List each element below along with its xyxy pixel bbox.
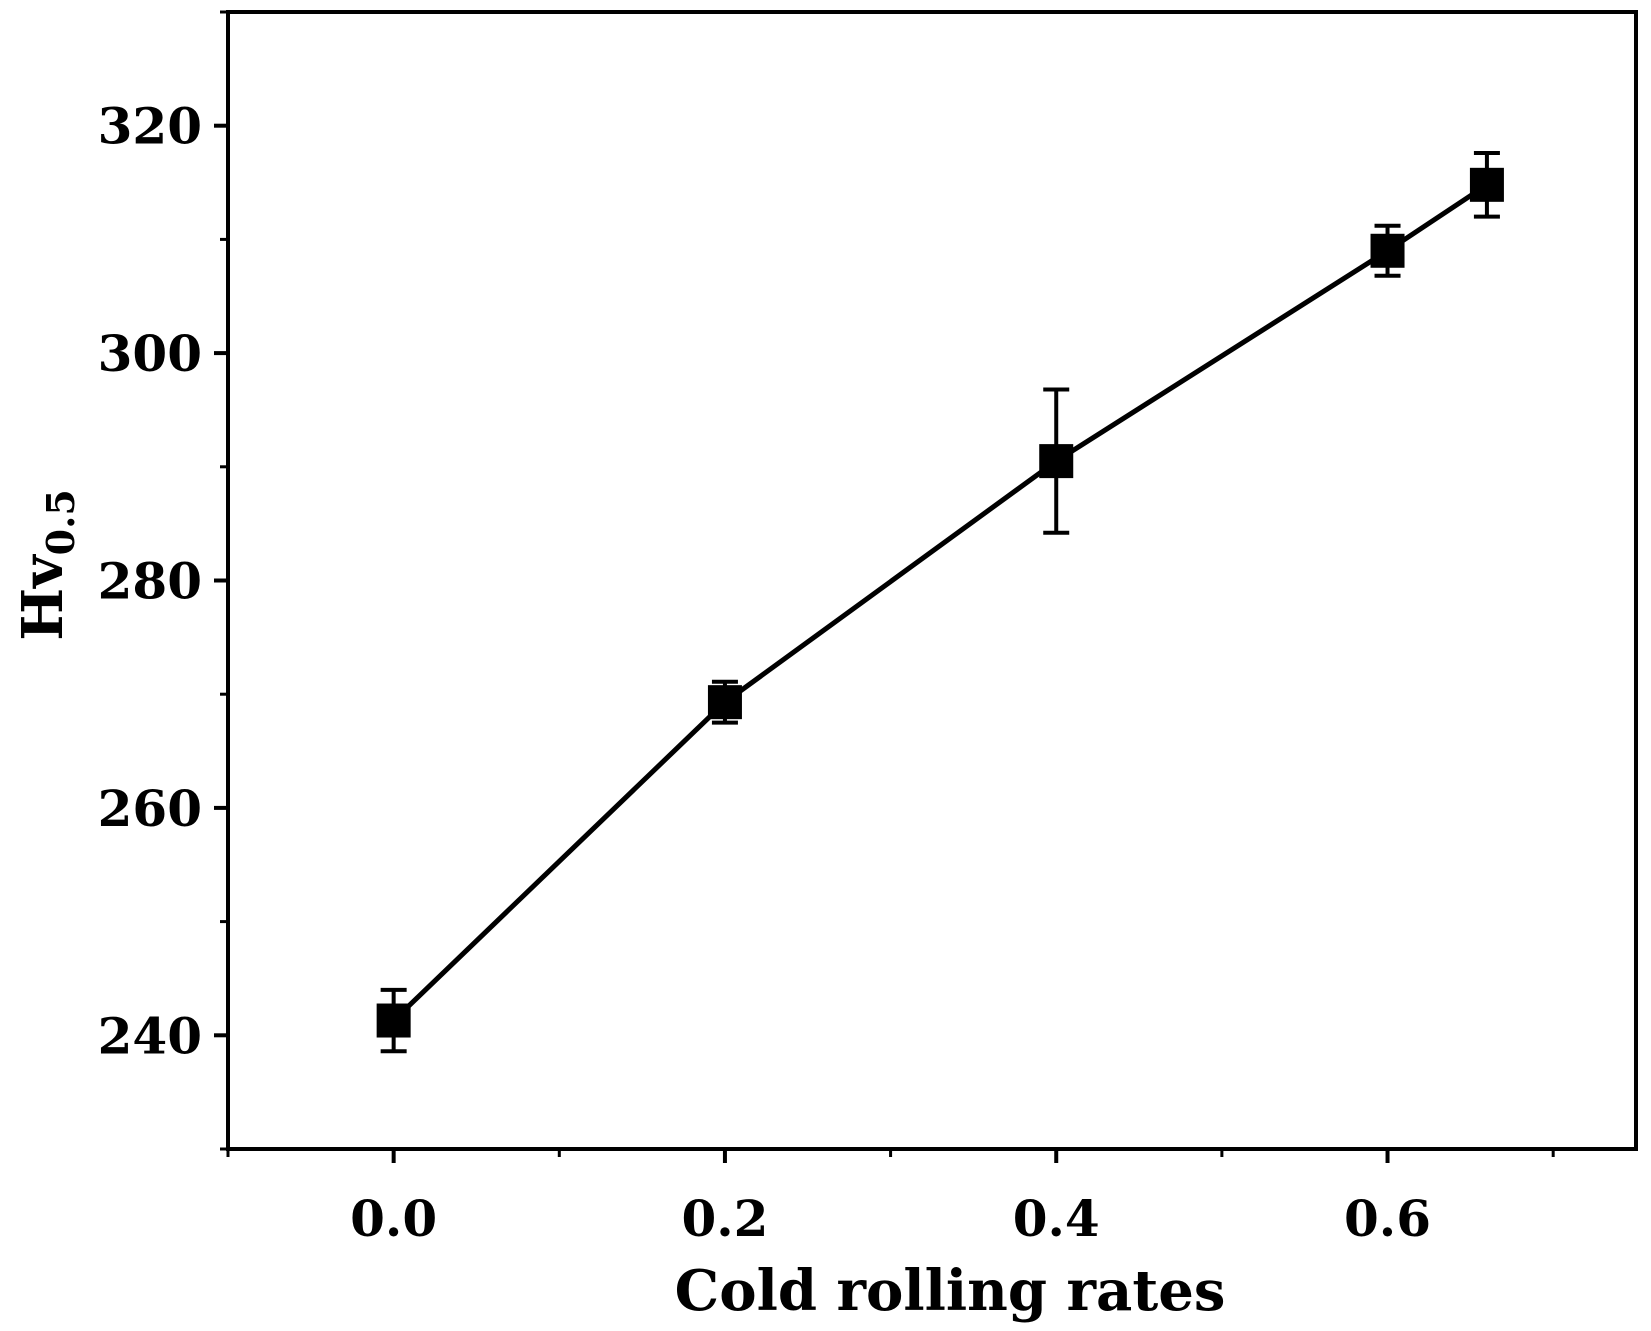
y-tick-label: 320: [98, 97, 202, 156]
y-tick-label: 260: [98, 779, 202, 838]
y-tick-label: 280: [98, 552, 202, 611]
y-tick-label: 240: [98, 1006, 202, 1065]
y-axis-title-main: Hv: [10, 554, 76, 641]
x-tick-label: 0.6: [1344, 1189, 1431, 1248]
axis-ticks-group: [214, 10, 1555, 1163]
series-line: [391, 182, 1489, 1023]
data-point-marker: [1469, 167, 1504, 202]
x-tick-label: 0.4: [1013, 1189, 1100, 1248]
y-axis-title: Hv0.5: [10, 489, 83, 641]
tick-labels-group: 0.0 0.2 0.4 0.6 240 260 280 300 320: [98, 97, 1431, 1248]
data-point-marker: [707, 685, 742, 720]
y-tick-label: 300: [98, 324, 202, 383]
markers-group: [376, 167, 1504, 1038]
series-line-group: [391, 182, 1489, 1023]
data-point-marker: [376, 1003, 411, 1038]
x-tick-label: 0.2: [681, 1189, 768, 1248]
x-axis-title: Cold rolling rates: [675, 1258, 1226, 1324]
x-tick-label: 0.0: [350, 1189, 437, 1248]
data-point-marker: [1370, 233, 1405, 268]
y-axis-title-subscript: 0.5: [38, 489, 83, 555]
data-point-marker: [1039, 444, 1074, 479]
